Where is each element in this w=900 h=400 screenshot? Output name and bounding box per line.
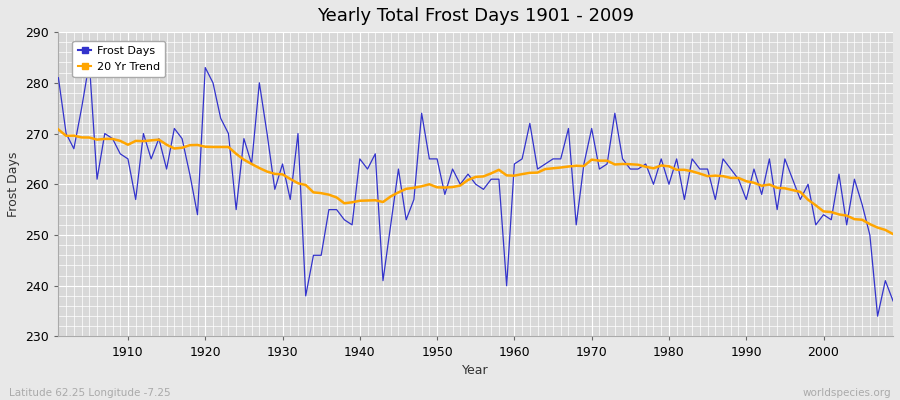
Text: Latitude 62.25 Longitude -7.25: Latitude 62.25 Longitude -7.25 (9, 388, 171, 398)
Y-axis label: Frost Days: Frost Days (7, 152, 20, 217)
Text: worldspecies.org: worldspecies.org (803, 388, 891, 398)
Legend: Frost Days, 20 Yr Trend: Frost Days, 20 Yr Trend (72, 41, 166, 77)
Title: Yearly Total Frost Days 1901 - 2009: Yearly Total Frost Days 1901 - 2009 (317, 7, 634, 25)
X-axis label: Year: Year (463, 364, 489, 377)
